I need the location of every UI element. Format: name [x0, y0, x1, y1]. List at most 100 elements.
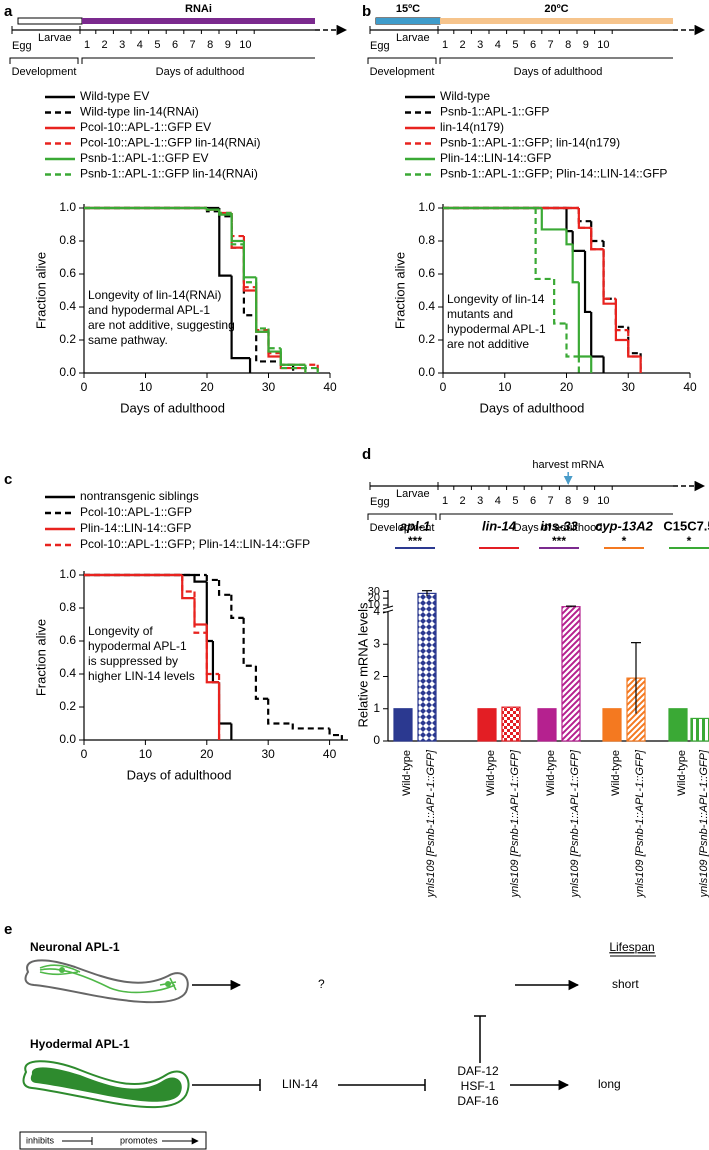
legend-label: Plin-14::LIN-14::GFP — [80, 521, 191, 535]
x-tick-label: 10 — [139, 747, 153, 761]
group-label: ins-33 — [540, 518, 578, 533]
survival-step — [602, 241, 616, 300]
survival-step — [230, 212, 244, 246]
node-label: ? — [318, 977, 325, 991]
significance: * — [687, 534, 692, 548]
legend-label: Psnb-1::APL-1::GFP; lin-14(n179) — [440, 136, 620, 150]
annotation: hypodermal APL-1 — [447, 322, 546, 336]
y-tick-label: 0 — [373, 733, 380, 747]
y-tick-label: 3 — [373, 636, 380, 650]
survival-step — [205, 632, 220, 676]
group-label: cyp-13A2 — [595, 518, 654, 533]
worm — [24, 959, 189, 1004]
key-label: promotes — [120, 1135, 158, 1145]
survival-step — [590, 221, 604, 243]
panel-label: e — [4, 921, 12, 938]
survival-step — [534, 208, 555, 281]
y-tick-label: 0.2 — [59, 332, 76, 346]
stage-bar — [17, 17, 83, 25]
day-label: 5 — [154, 39, 160, 51]
survival-step — [577, 208, 592, 229]
survival-step — [267, 698, 293, 725]
day-label: 7 — [548, 495, 554, 507]
bar — [477, 708, 497, 742]
stage-label: Days of adulthood — [156, 66, 245, 78]
survival-step — [218, 209, 232, 215]
survival-step — [242, 617, 256, 667]
node-label: DAF-16 — [457, 1094, 499, 1108]
node-label: HSF-1 — [461, 1079, 496, 1093]
y-tick-label: 0.2 — [59, 699, 76, 713]
x-axis-label: Days of adulthood — [127, 767, 232, 782]
stage-label: Egg — [370, 496, 390, 508]
key-label: inhibits — [26, 1135, 55, 1145]
x-tick-label: 20 — [200, 380, 214, 394]
x-tick-label: 0 — [440, 380, 447, 394]
y-tick-label: 0.8 — [59, 600, 76, 614]
stage-label: RNAi — [185, 3, 212, 15]
x-tick-label: 40 — [683, 380, 697, 394]
y-tick-label: 0.4 — [59, 299, 76, 313]
legend-label: lin-14(n179) — [440, 120, 504, 134]
y-tick-label: 10 — [368, 599, 380, 611]
survival-step — [571, 244, 579, 284]
day-label: 9 — [583, 39, 589, 51]
survival-step — [279, 348, 318, 370]
y-tick-label: 0.8 — [418, 233, 435, 247]
survival-step — [583, 250, 592, 314]
survival-step — [614, 298, 629, 332]
day-label: 2 — [460, 495, 466, 507]
neuron — [165, 981, 171, 987]
day-label: 8 — [207, 39, 213, 51]
group-label: lin-14 — [482, 518, 517, 533]
y-tick-label: 1 — [373, 701, 380, 715]
bar — [417, 592, 437, 742]
bar — [668, 708, 688, 742]
x-tick-label: 20 — [560, 380, 574, 394]
legend-label: Pcol-10::APL-1::GFP; Plin-14::LIN-14::GF… — [80, 537, 310, 551]
day-label: 3 — [119, 39, 125, 51]
axis-break — [382, 605, 394, 610]
node-label: Neuronal APL-1 — [30, 940, 120, 954]
day-label: 4 — [137, 39, 143, 51]
day-label: 5 — [512, 39, 518, 51]
annotation: and hypodermal APL-1 — [88, 303, 210, 317]
x-tick-label: ynls109 [Psnb-1::APL-1::GFP] — [569, 749, 581, 898]
y-tick-label: 0.0 — [418, 365, 435, 379]
x-axis-label: Days of adulthood — [480, 400, 585, 415]
significance: * — [622, 534, 627, 548]
survival-step — [328, 728, 342, 737]
survival-step — [242, 236, 257, 289]
x-axis-label: Days of adulthood — [120, 400, 225, 415]
survival-step — [614, 298, 629, 328]
day-label: 1 — [442, 39, 448, 51]
survival-step — [279, 351, 306, 366]
annotation: Longevity of lin-14(RNAi) — [88, 288, 221, 302]
x-tick-label: 30 — [262, 747, 276, 761]
group-label: C15C7.5 — [663, 518, 709, 533]
survival-step — [291, 723, 330, 730]
annotation: hypodermal APL-1 — [88, 639, 187, 653]
diagram: Neuronal APL-1 ? Lifespan short Hyoderma… — [19, 940, 656, 1150]
x-tick-label: Wild-type — [610, 750, 622, 796]
stage-label: Development — [12, 66, 77, 78]
survival-step — [565, 229, 573, 246]
survival-step — [565, 208, 573, 233]
legend-label: Psnb-1::APL-1::GFP — [440, 105, 549, 119]
node-label: LIN-14 — [282, 1077, 318, 1091]
y-tick-label: 1.0 — [59, 200, 76, 214]
stage-label: Development — [370, 66, 435, 78]
panel-label: c — [4, 471, 12, 488]
survival-step — [205, 575, 220, 582]
survival-step — [553, 278, 567, 325]
survival-step — [181, 575, 195, 600]
marker-label: harvest mRNA — [532, 459, 604, 471]
survival-step — [205, 208, 220, 211]
x-tick-label: 30 — [262, 380, 276, 394]
x-tick-label: Wild-type — [676, 750, 688, 796]
annotation: is suppressed by — [88, 654, 178, 668]
y-tick-label: 0.6 — [59, 266, 76, 280]
legend-label: Wild-type EV — [80, 89, 149, 103]
panel-label: a — [4, 3, 13, 20]
bar — [690, 717, 709, 742]
